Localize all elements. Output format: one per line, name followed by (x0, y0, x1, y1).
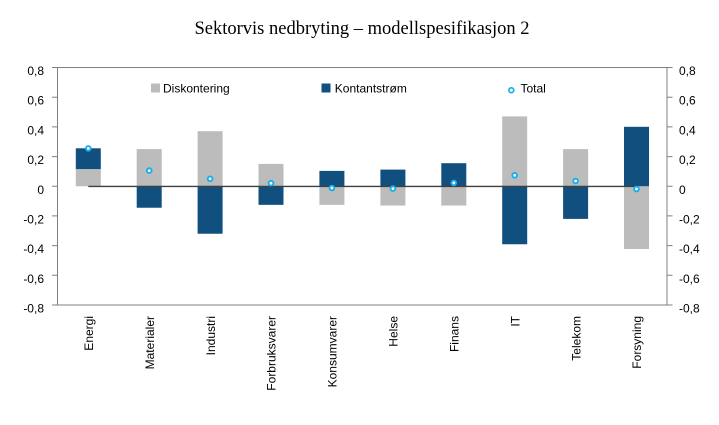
svg-text:0,8: 0,8 (27, 64, 44, 78)
svg-text:Telekom: Telekom (569, 316, 583, 361)
svg-text:Forbruksvarer: Forbruksvarer (265, 316, 279, 391)
svg-text:IT: IT (508, 315, 522, 326)
svg-text:-0,2: -0,2 (23, 212, 44, 226)
svg-text:Finans: Finans (448, 316, 462, 352)
svg-text:0,2: 0,2 (27, 153, 44, 167)
svg-text:0,2: 0,2 (679, 153, 696, 167)
svg-text:0,4: 0,4 (27, 123, 44, 137)
svg-text:Industri: Industri (204, 316, 218, 355)
svg-text:Konsumvarer: Konsumvarer (326, 316, 340, 387)
svg-text:-0,6: -0,6 (679, 272, 700, 286)
svg-text:Materialer: Materialer (143, 316, 157, 369)
svg-text:Energi: Energi (82, 316, 96, 351)
svg-text:0,4: 0,4 (679, 123, 696, 137)
svg-text:Sektorvis nedbryting – modells: Sektorvis nedbryting – modellspesifikasj… (194, 19, 529, 39)
svg-text:-0,8: -0,8 (23, 302, 44, 316)
svg-text:Forsyning: Forsyning (630, 316, 644, 369)
svg-text:Kontantstrøm: Kontantstrøm (335, 82, 407, 96)
svg-text:Diskontering: Diskontering (163, 82, 230, 96)
svg-text:0,8: 0,8 (679, 64, 696, 78)
svg-text:-0,4: -0,4 (23, 242, 44, 256)
svg-text:Helse: Helse (387, 316, 401, 347)
svg-text:0: 0 (679, 183, 686, 197)
svg-text:-0,2: -0,2 (679, 212, 700, 226)
svg-text:-0,4: -0,4 (679, 242, 700, 256)
svg-text:0: 0 (37, 183, 44, 197)
svg-text:-0,8: -0,8 (679, 302, 700, 316)
svg-text:Total: Total (521, 82, 546, 96)
svg-text:0,6: 0,6 (27, 94, 44, 108)
svg-text:0,6: 0,6 (679, 94, 696, 108)
svg-text:-0,6: -0,6 (23, 272, 44, 286)
